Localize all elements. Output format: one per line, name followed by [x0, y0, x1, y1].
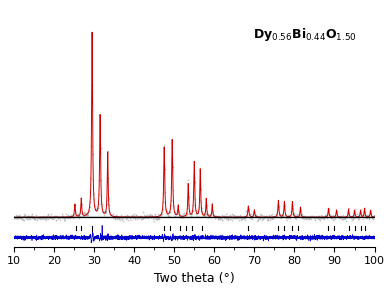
X-axis label: Two theta (°): Two theta (°)	[154, 272, 235, 285]
Text: Dy$_{0.56}$Bi$_{0.44}$O$_{1.50}$: Dy$_{0.56}$Bi$_{0.44}$O$_{1.50}$	[252, 26, 357, 43]
